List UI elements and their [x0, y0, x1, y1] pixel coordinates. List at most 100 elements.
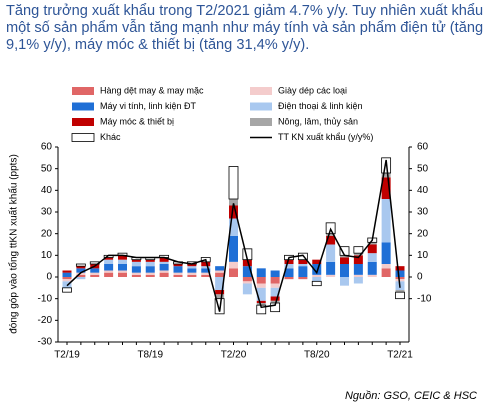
bar-segment: [340, 257, 349, 264]
bar-segment: [201, 268, 211, 273]
bar-segment: [284, 268, 294, 277]
bar-segment: [242, 266, 252, 277]
legend-label: Hàng dệt may & may mặc: [100, 85, 204, 95]
bar-segment: [118, 255, 127, 260]
bar-segment: [131, 266, 141, 273]
bar-segment: [353, 277, 363, 284]
bar-segment: [173, 272, 183, 275]
bar-segment: [367, 253, 377, 262]
bar-segment: [76, 272, 86, 275]
bar-segment: [76, 266, 86, 269]
y2-tick-label: 60: [417, 142, 429, 153]
bar-segment: [104, 259, 114, 264]
bar-segment: [159, 270, 169, 273]
bar-segment: [270, 270, 280, 277]
y-tick-label: 50: [41, 163, 53, 174]
legend-label: Nông, lâm, thủy sản: [278, 116, 358, 126]
y2-tick-label: 0: [417, 272, 423, 283]
y-tick-label: -10: [38, 293, 53, 304]
bar-segment: [298, 264, 308, 267]
bar-segment: [90, 272, 100, 275]
y-tick-label: 10: [41, 250, 53, 261]
bar-segment: [270, 300, 280, 303]
legend-swatch: [250, 87, 272, 95]
y-tick-label: 20: [41, 228, 53, 239]
bar-segment: [118, 272, 127, 277]
bar-segment: [326, 274, 336, 277]
bar-segment: [298, 277, 308, 280]
y2-tick-label: 20: [417, 228, 429, 239]
bar-segment: [62, 287, 72, 293]
bar-segment: [215, 277, 225, 290]
bar-segment: [367, 261, 377, 275]
bar-segment: [242, 281, 252, 284]
y2-tick-label: 10: [417, 250, 429, 261]
legend-label: Điện thoại & linh kiện: [278, 101, 363, 111]
bar-segment: [367, 244, 377, 254]
bar-segment: [312, 274, 322, 277]
bar-segment: [145, 259, 155, 262]
bar-segment: [118, 259, 127, 264]
bar-segment: [381, 177, 391, 199]
y-tick-label: -20: [38, 315, 53, 326]
bar-segment: [187, 266, 197, 269]
bar-segment: [326, 235, 336, 245]
bar-segment: [256, 300, 266, 303]
bar-segment: [395, 291, 405, 300]
x-tick-label: T2/20: [221, 350, 247, 361]
legend-swatch: [72, 102, 94, 111]
bar-segment: [159, 272, 169, 277]
bar-segment: [173, 266, 183, 273]
bar-segment: [62, 279, 72, 282]
bar-segment: [284, 259, 294, 264]
bar-segment: [159, 257, 169, 262]
bar-segment: [90, 268, 100, 273]
bar-segment: [187, 268, 197, 273]
x-tick-label: T2/21: [387, 350, 413, 361]
bar-segment: [104, 264, 114, 271]
bar-segment: [131, 261, 141, 267]
bar-segment: [229, 268, 238, 277]
bar-segment: [242, 277, 252, 282]
bar-segment: [326, 244, 336, 262]
bar-segment: [131, 259, 141, 262]
bar-segment: [228, 166, 239, 200]
chart-title: Tăng trưởng xuất khẩu trong T2/2021 giảm…: [6, 3, 484, 53]
bar-segment: [131, 274, 141, 277]
bar-segment: [131, 272, 141, 275]
bar-segment: [201, 274, 211, 277]
bar-segment: [312, 259, 322, 264]
y2-tick-label: -10: [417, 293, 432, 304]
bar-segment: [312, 277, 322, 282]
bar-segment: [76, 268, 86, 273]
bar-segment: [353, 255, 363, 264]
bar-segment: [381, 268, 391, 277]
bar-segment: [395, 270, 405, 277]
bar-segment: [62, 277, 72, 280]
x-tick-label: T8/19: [137, 350, 163, 361]
bar-segment: [215, 266, 225, 271]
bar-segment: [326, 261, 336, 275]
bar-segment: [215, 294, 225, 299]
bar-segment: [326, 233, 336, 236]
legend-label: Máy móc & thiết bị: [100, 116, 174, 126]
bar-segment: [62, 272, 72, 277]
legend-swatch: [72, 118, 94, 126]
bar-segment: [104, 270, 114, 273]
bar-segment: [311, 280, 322, 287]
legend-swatch: [250, 118, 272, 126]
bar-segment: [395, 277, 405, 280]
bar-segment: [118, 270, 127, 273]
bar-segment: [201, 272, 211, 275]
y-tick-label: 40: [41, 185, 53, 196]
y-tick-label: 0: [46, 272, 52, 283]
bar-segment: [173, 274, 183, 277]
legend-label: Khác: [100, 132, 121, 142]
bar-segment: [256, 287, 266, 301]
bar-segment: [340, 255, 349, 258]
bar-segment: [381, 199, 391, 243]
y2-tick-label: 40: [417, 185, 429, 196]
x-tick-label: T8/20: [304, 350, 330, 361]
y-axis-label: đóng góp vào tổng ttKN xuất khẩu (ppts): [8, 154, 20, 334]
bar-segment: [270, 277, 280, 284]
